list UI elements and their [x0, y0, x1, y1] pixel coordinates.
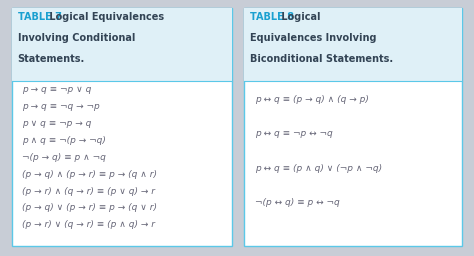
Text: TABLE 8: TABLE 8 — [250, 12, 294, 22]
FancyBboxPatch shape — [244, 8, 462, 81]
Text: p → q ≡ ¬q → ¬p: p → q ≡ ¬q → ¬p — [22, 102, 100, 111]
Text: Equivalences Involving: Equivalences Involving — [250, 33, 376, 43]
Text: p ∧ q ≡ ¬(p → ¬q): p ∧ q ≡ ¬(p → ¬q) — [22, 136, 106, 145]
Text: p ↔ q ≡ (p → q) ∧ (q → p): p ↔ q ≡ (p → q) ∧ (q → p) — [255, 95, 368, 104]
Text: Involving Conditional: Involving Conditional — [18, 33, 135, 43]
Text: p ∨ q ≡ ¬p → q: p ∨ q ≡ ¬p → q — [22, 119, 91, 128]
FancyBboxPatch shape — [244, 8, 462, 246]
FancyBboxPatch shape — [12, 8, 232, 246]
FancyBboxPatch shape — [12, 8, 232, 81]
Text: ¬(p ↔ q) ≡ p ↔ ¬q: ¬(p ↔ q) ≡ p ↔ ¬q — [255, 198, 339, 207]
Text: Logical: Logical — [278, 12, 321, 22]
Text: (p → q) ∧ (p → r) ≡ p → (q ∧ r): (p → q) ∧ (p → r) ≡ p → (q ∧ r) — [22, 170, 157, 179]
Text: TABLE 7: TABLE 7 — [18, 12, 62, 22]
Text: ¬(p → q) ≡ p ∧ ¬q: ¬(p → q) ≡ p ∧ ¬q — [22, 153, 106, 162]
Text: (p → q) ∨ (p → r) ≡ p → (q ∨ r): (p → q) ∨ (p → r) ≡ p → (q ∨ r) — [22, 203, 157, 212]
Text: Biconditional Statements.: Biconditional Statements. — [250, 54, 393, 64]
Text: (p → r) ∧ (q → r) ≡ (p ∨ q) → r: (p → r) ∧ (q → r) ≡ (p ∨ q) → r — [22, 187, 155, 196]
Text: Logical Equivalences: Logical Equivalences — [46, 12, 164, 22]
Text: p → q ≡ ¬p ∨ q: p → q ≡ ¬p ∨ q — [22, 86, 91, 94]
Text: (p → r) ∨ (q → r) ≡ (p ∧ q) → r: (p → r) ∨ (q → r) ≡ (p ∧ q) → r — [22, 220, 155, 229]
Text: p ↔ q ≡ (p ∧ q) ∨ (¬p ∧ ¬q): p ↔ q ≡ (p ∧ q) ∨ (¬p ∧ ¬q) — [255, 164, 382, 173]
Text: p ↔ q ≡ ¬p ↔ ¬q: p ↔ q ≡ ¬p ↔ ¬q — [255, 130, 332, 138]
Text: Statements.: Statements. — [18, 54, 85, 64]
